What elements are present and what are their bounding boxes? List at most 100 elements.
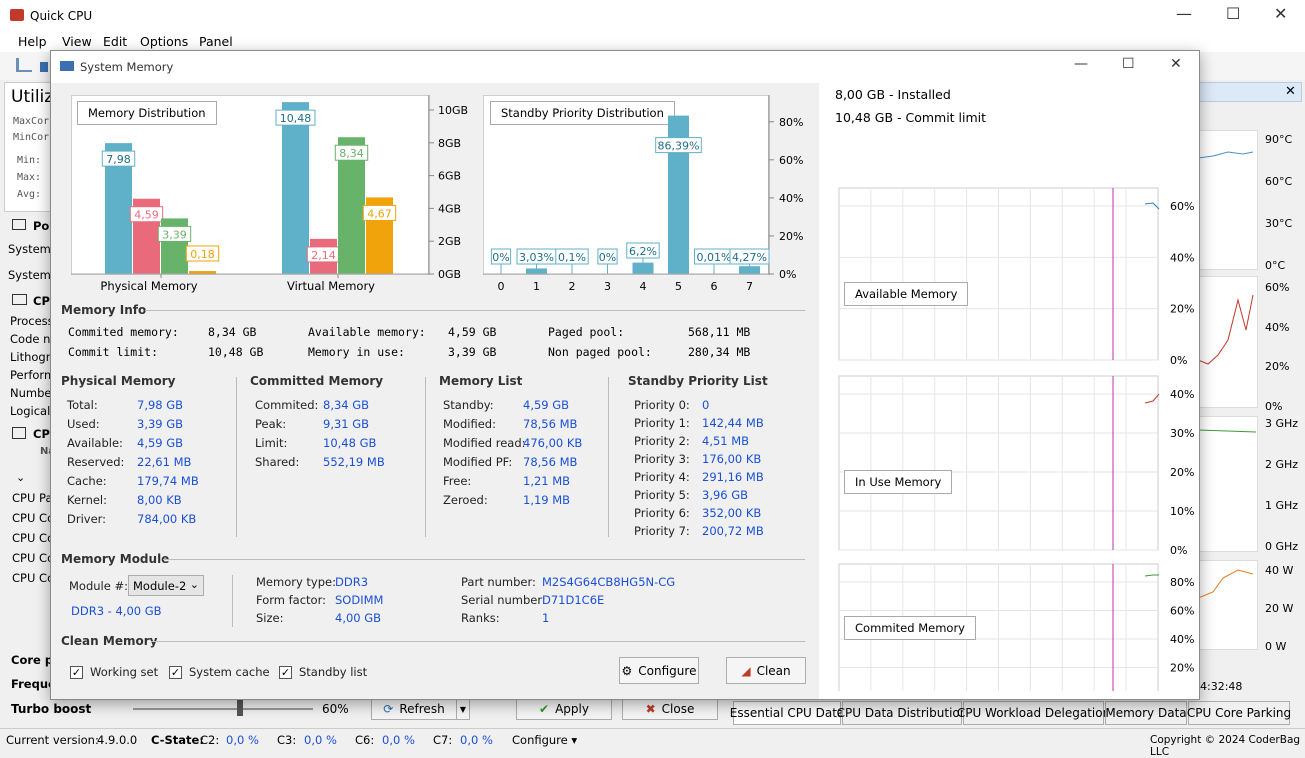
column-divider — [608, 377, 609, 537]
standby-list-checkbox[interactable]: ✓ — [279, 666, 292, 679]
bg-temp-tick: 0°C — [1265, 259, 1286, 272]
y-tick-label: 60% — [779, 154, 803, 167]
configure-label: Configure — [638, 663, 697, 678]
in-use-memory-chart-label: In Use Memory — [844, 470, 953, 494]
kv-value: 8,34 GB — [323, 398, 370, 412]
kv-label: Priority 4: — [634, 470, 690, 484]
turbo-slider-thumb[interactable] — [237, 700, 243, 716]
kv-value: 476,00 KB — [523, 436, 583, 450]
tab-cpu-workload-delegation[interactable]: CPU Workload Delegation — [957, 701, 1110, 725]
menu-options[interactable]: Options — [140, 34, 189, 49]
turbo-slider-track[interactable] — [133, 708, 313, 710]
kv-value: 0 — [702, 398, 710, 412]
y-tick-label: 80% — [1170, 576, 1194, 589]
module-select[interactable]: Module-2 ⌄ — [128, 575, 204, 596]
bg-pct-tick: 20% — [1265, 360, 1290, 373]
configure-button[interactable]: ⚙ Configure — [619, 657, 699, 684]
memory-info-title: Memory Info — [61, 303, 147, 317]
y-tick-label: 0GB — [438, 268, 461, 281]
memory-distribution-bars: 10GB 8GB 6GB 4GB 2GB 0GB 7,98 4,593,390,18 Physi… — [71, 95, 468, 293]
y-tick-label: 0% — [1170, 690, 1187, 691]
x-category-label: 2 — [569, 280, 576, 293]
bg-pct-tick: 40% — [1265, 321, 1290, 334]
close-label: Close — [661, 702, 695, 716]
x-category-label: 7 — [746, 280, 753, 293]
refresh-dropdown-button[interactable]: ▼ — [456, 698, 470, 720]
y-tick-label: 40% — [1170, 251, 1194, 264]
dialog-minimize-icon[interactable]: — — [1074, 56, 1088, 72]
maximize-icon[interactable]: ☐ — [1226, 4, 1241, 23]
close-icon[interactable]: ✕ — [1274, 4, 1288, 23]
installed-label: 8,00 GB - Installed — [835, 87, 951, 102]
tab-cpu-core-parking[interactable]: CPU Core Parking — [1187, 701, 1291, 725]
available-memory-label: Available memory: — [308, 325, 426, 339]
bar-chart-icon[interactable] — [40, 62, 48, 72]
tab-memory-data[interactable]: Memory Data — [1105, 701, 1187, 725]
configure-menu[interactable]: Configure ▾ — [512, 733, 578, 747]
x-category-label: 6 — [711, 280, 718, 293]
menu-help[interactable]: Help — [18, 34, 47, 49]
menu-edit[interactable]: Edit — [103, 34, 128, 49]
bar-data-label: 0,1% — [558, 251, 586, 264]
package-row: CPU Pac — [12, 491, 59, 505]
y-tick-label: 20% — [1170, 662, 1194, 675]
minimize-icon[interactable]: — — [1176, 4, 1192, 23]
close-button[interactable]: ✖ Close — [622, 698, 718, 720]
y-tick-label: 80% — [779, 116, 803, 129]
expand-chevron-icon[interactable]: ⌄ — [16, 471, 26, 484]
kv-value: 10,48 GB — [323, 436, 377, 450]
clean-label: Clean — [756, 663, 791, 678]
y-tick-label: 10% — [1170, 505, 1194, 518]
refresh-button[interactable]: ⟳ Refresh — [371, 698, 457, 720]
paged-pool-label: Paged pool: — [548, 325, 625, 339]
available-series — [1144, 202, 1160, 210]
kv-value: 200,72 MB — [702, 524, 764, 538]
kv-label: Priority 6: — [634, 506, 690, 520]
kv-value: 1,21 MB — [523, 474, 571, 488]
clean-button[interactable]: ◢ Clean — [726, 657, 806, 684]
bar-chart-icon[interactable] — [16, 58, 32, 72]
kv-value: 4,59 GB — [137, 436, 184, 450]
banner-close-icon[interactable]: ✕ — [1285, 84, 1296, 99]
bar-data-label-box — [157, 225, 192, 242]
y-tick-label: 20% — [779, 230, 803, 243]
part-number-label: Part number: — [461, 575, 536, 589]
eraser-icon: ◢ — [741, 663, 751, 678]
serial-number-label: Serial number: — [461, 593, 546, 607]
memory-history-charts: 60%40%20%0%40%30%20%10%0%80%60%40%20%0%1… — [838, 187, 1194, 691]
apply-label: Apply — [555, 702, 589, 716]
apply-button[interactable]: ✔ Apply — [516, 698, 612, 720]
menu-panel[interactable]: Panel — [199, 34, 233, 49]
tab-cpu-data-distribution[interactable]: CPU Data Distribution — [837, 701, 967, 725]
c7-label: C7: — [433, 733, 453, 747]
kv-label: Modified read: — [443, 436, 526, 450]
turbo-value: 60% — [322, 702, 349, 716]
standby-priority-bars: 80%60%40%20%0%0%03,03%10,1%20%36,2%486,3… — [483, 95, 803, 293]
bg-w-tick: 0 W — [1265, 640, 1287, 653]
bg-time-label: 4:32:48 — [1200, 680, 1243, 693]
standby-list-label: Standby list — [299, 665, 368, 679]
kv-label: Free: — [443, 474, 472, 488]
bg-ghz-tick: 0 GHz — [1265, 540, 1299, 553]
left-small-row: Max: — [17, 172, 42, 183]
memory-list-title: Memory List — [439, 374, 523, 388]
kv-value: 9,31 GB — [323, 417, 370, 431]
system-cache-label: System cache — [189, 665, 270, 679]
menu-view[interactable]: View — [62, 34, 92, 49]
dialog-maximize-icon[interactable]: ☐ — [1122, 56, 1135, 72]
committed-memory-title: Committed Memory — [250, 374, 384, 388]
dialog-close-icon[interactable]: ✕ — [1170, 56, 1182, 72]
kv-label: Peak: — [255, 417, 287, 431]
module-select-value: Module-2 — [133, 579, 187, 593]
column-divider — [425, 377, 426, 537]
y-tick-label: 60% — [1170, 200, 1194, 213]
kv-value: 78,56 MB — [523, 417, 578, 431]
refresh-label: Refresh — [399, 702, 445, 716]
working-set-checkbox[interactable]: ✓ — [70, 666, 83, 679]
system-cache-checkbox[interactable]: ✓ — [169, 666, 182, 679]
kv-value: 142,44 MB — [702, 416, 764, 430]
bar-data-label-box — [490, 248, 512, 265]
bar-data-label-box — [555, 248, 589, 265]
tab-essential-cpu-data[interactable]: Essential CPU Data — [730, 701, 844, 725]
y-tick-label: 30% — [1170, 427, 1194, 440]
